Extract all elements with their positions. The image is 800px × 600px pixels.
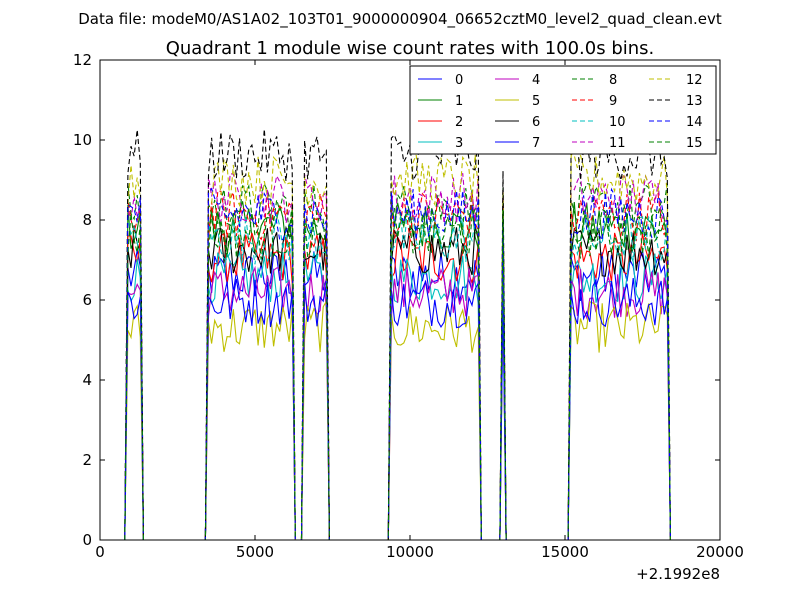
y-tick-label: 0 bbox=[82, 531, 92, 549]
plot-frame bbox=[99, 59, 721, 541]
legend-label-1: 1 bbox=[455, 94, 463, 109]
legend-label-13: 13 bbox=[686, 94, 703, 109]
series-line-7 bbox=[124, 278, 671, 541]
chart-suptitle: Data file: modeM0/AS1A02_103T01_90000009… bbox=[78, 10, 722, 29]
legend-label-9: 9 bbox=[609, 94, 617, 109]
series-line-5 bbox=[124, 299, 671, 541]
series-layer bbox=[124, 129, 671, 541]
x-offset-label: +2.1992e8 bbox=[636, 565, 720, 583]
legend-label-4: 4 bbox=[532, 73, 540, 88]
x-tick-label: 15000 bbox=[541, 543, 589, 561]
series-line-14 bbox=[124, 187, 671, 541]
chart-title: Quadrant 1 module wise count rates with … bbox=[166, 38, 655, 59]
legend-label-0: 0 bbox=[455, 73, 463, 88]
legend-label-10: 10 bbox=[609, 115, 626, 130]
y-tick-label: 4 bbox=[82, 371, 92, 389]
x-tick-label: 10000 bbox=[386, 543, 434, 561]
legend-label-15: 15 bbox=[686, 136, 703, 151]
legend-label-3: 3 bbox=[455, 136, 463, 151]
y-tick-label: 2 bbox=[82, 451, 92, 469]
series-line-15 bbox=[124, 207, 671, 541]
legend-label-5: 5 bbox=[532, 94, 540, 109]
series-line-4 bbox=[124, 265, 671, 541]
series-line-12 bbox=[124, 153, 671, 541]
legend-box bbox=[409, 65, 717, 155]
legend-label-12: 12 bbox=[686, 73, 703, 88]
x-tick-label: 5000 bbox=[236, 543, 274, 561]
series-line-8 bbox=[124, 182, 671, 541]
legend-label-2: 2 bbox=[455, 115, 463, 130]
x-tick-label: 0 bbox=[95, 543, 105, 561]
series-line-10 bbox=[124, 213, 671, 541]
legend-label-6: 6 bbox=[532, 115, 540, 130]
legend-label-11: 11 bbox=[609, 136, 626, 151]
y-tick-label: 12 bbox=[73, 51, 92, 69]
y-tick-label: 8 bbox=[82, 211, 92, 229]
series-line-13 bbox=[124, 129, 671, 541]
series-line-11 bbox=[124, 172, 671, 541]
legend-label-7: 7 bbox=[532, 136, 540, 151]
legend-label-14: 14 bbox=[686, 115, 703, 130]
y-tick-label: 6 bbox=[82, 291, 92, 309]
x-tick-label: 20000 bbox=[696, 543, 744, 561]
series-line-6 bbox=[124, 224, 671, 541]
y-tick-label: 10 bbox=[73, 131, 92, 149]
legend-label-8: 8 bbox=[609, 73, 617, 88]
